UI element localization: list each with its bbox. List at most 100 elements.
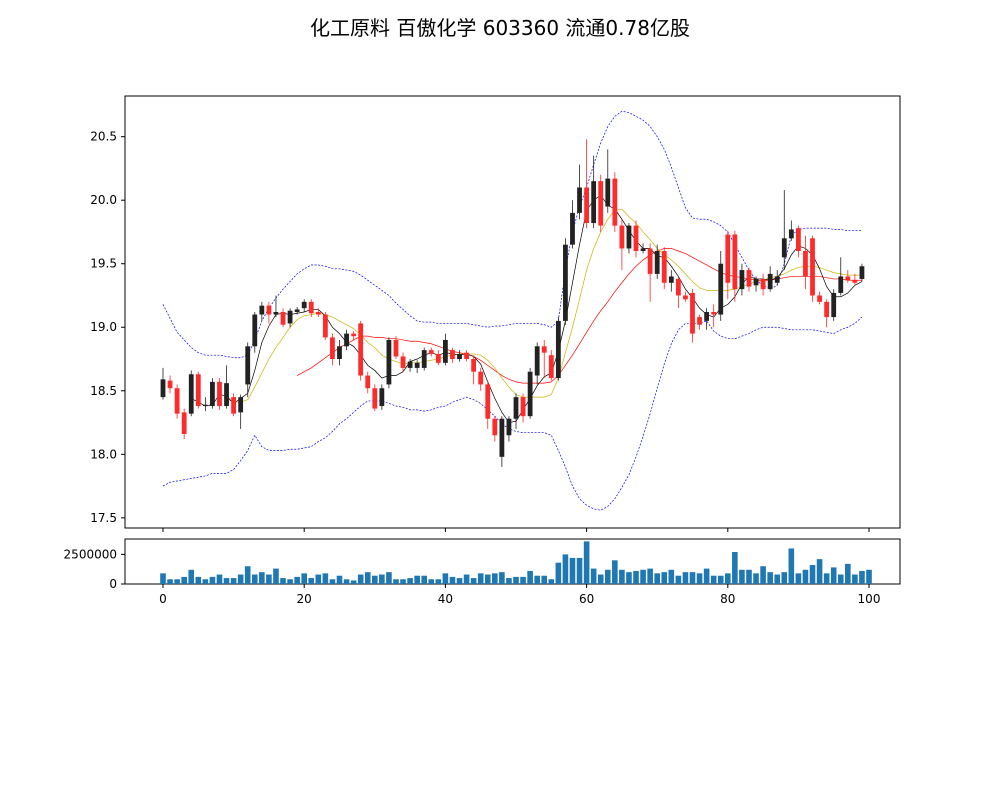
- volume-bar: [767, 572, 773, 584]
- volume-bar: [774, 574, 781, 584]
- candle-body: [231, 397, 236, 414]
- candle-body: [351, 333, 357, 337]
- candle-body: [238, 397, 244, 413]
- volume-bar: [421, 575, 428, 584]
- candle-body: [753, 278, 759, 286]
- candle-body: [831, 292, 837, 318]
- candle-body: [824, 301, 830, 318]
- candle-body: [520, 397, 526, 417]
- candle-body: [167, 380, 173, 389]
- candle: [492, 416, 498, 442]
- candle: [379, 384, 385, 410]
- candle: [238, 394, 244, 429]
- candle: [859, 263, 865, 282]
- candle: [365, 371, 371, 394]
- candle-body: [584, 187, 589, 224]
- candle: [464, 350, 469, 362]
- candle: [231, 393, 236, 417]
- volume-bar: [237, 574, 244, 584]
- candle: [683, 291, 688, 302]
- candle-body: [838, 276, 844, 293]
- candle: [308, 299, 314, 318]
- volume-bar: [569, 557, 576, 584]
- volume-x-tick-label: 60: [579, 592, 594, 606]
- volume-bar: [725, 573, 731, 584]
- candle: [647, 243, 653, 302]
- candle: [174, 384, 180, 419]
- candle: [633, 220, 639, 258]
- volume-x-tick-label: 20: [297, 592, 312, 606]
- candle: [414, 360, 420, 373]
- volume-bar: [223, 578, 230, 584]
- volume-bar: [350, 580, 357, 584]
- volume-bar: [788, 548, 795, 584]
- volume-bar: [852, 574, 858, 584]
- candle: [499, 416, 505, 468]
- volume-x-tick-label: 80: [720, 592, 735, 606]
- candle: [280, 308, 286, 328]
- volume-panel: 0 2500000 0 20 40 60 80 100: [64, 538, 901, 606]
- price-y-tick-label: 17.5: [90, 511, 117, 525]
- candle: [450, 347, 455, 363]
- candle: [626, 223, 632, 254]
- candle-body: [478, 371, 484, 385]
- candle: [718, 251, 724, 321]
- candle: [534, 342, 540, 385]
- price-panel: 17.5 18.0 18.5 19.0 19.5 20.0 20.5: [90, 95, 901, 532]
- candle-body: [654, 251, 660, 274]
- candle: [612, 172, 618, 232]
- candle-body: [577, 187, 582, 213]
- candle: [584, 139, 589, 229]
- candle: [372, 384, 378, 412]
- candle: [605, 149, 611, 213]
- candle: [555, 317, 561, 381]
- volume-bar: [294, 576, 300, 584]
- candle-body: [435, 353, 441, 363]
- candle-body: [273, 312, 279, 315]
- volume-bar: [541, 575, 548, 584]
- candle: [838, 257, 844, 296]
- volume-bar: [160, 573, 166, 584]
- candle-body: [492, 418, 498, 436]
- volume-bar: [816, 559, 823, 584]
- volume-bar: [266, 574, 272, 584]
- candle-body: [400, 356, 406, 368]
- candle: [195, 371, 201, 409]
- candle: [160, 367, 166, 400]
- candle-body: [683, 295, 688, 300]
- candle: [803, 235, 808, 290]
- candle-body: [598, 181, 604, 226]
- volume-bar: [753, 573, 759, 584]
- candle-body: [471, 359, 477, 372]
- candle-body: [443, 339, 448, 363]
- candle-body: [344, 333, 349, 347]
- volume-bar: [746, 569, 752, 584]
- volume-bar: [449, 576, 456, 584]
- candle-body: [668, 276, 674, 283]
- candle: [294, 306, 300, 315]
- candle-body: [626, 225, 632, 249]
- volume-bar: [477, 573, 484, 584]
- volume-bar: [619, 569, 625, 584]
- volume-bar: [372, 575, 378, 584]
- candle: [520, 393, 526, 423]
- candle-body: [252, 314, 258, 347]
- candle-body: [210, 381, 215, 407]
- candle-body: [485, 384, 491, 419]
- candlesticks: [160, 139, 865, 468]
- candle-body: [386, 339, 392, 385]
- volume-bars: [160, 541, 872, 584]
- candle-body: [690, 292, 695, 334]
- volume-y-tick-label: 2500000: [64, 547, 117, 561]
- volume-bar: [386, 572, 392, 584]
- candle: [259, 301, 265, 321]
- volume-bar: [823, 573, 830, 584]
- candle-body: [760, 278, 766, 290]
- candle: [217, 378, 222, 410]
- candle-body: [845, 276, 851, 281]
- candle: [485, 380, 491, 429]
- candle: [386, 337, 392, 389]
- volume-bar: [456, 578, 463, 584]
- volume-x-tick-label: 100: [858, 592, 881, 606]
